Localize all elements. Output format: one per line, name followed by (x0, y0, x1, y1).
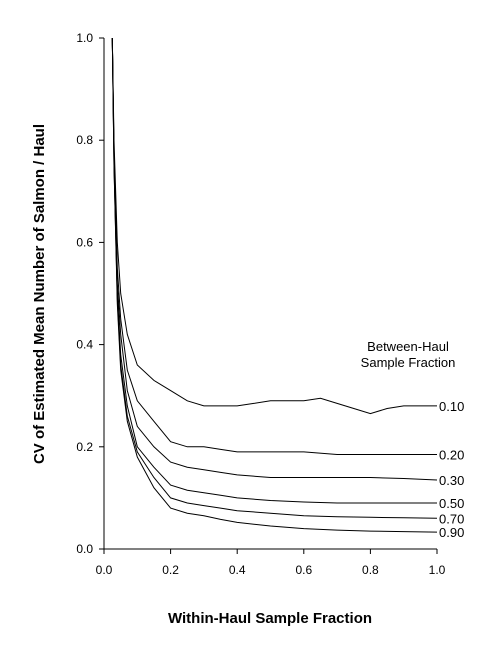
x-tick-label: 0.6 (295, 563, 312, 577)
series-label: 0.50 (439, 496, 464, 511)
series-label: 0.20 (439, 447, 464, 462)
series-lines (111, 37, 438, 533)
y-tick-label: 1.0 (76, 31, 93, 45)
y-tick-label: 0.4 (76, 338, 93, 352)
x-ticks: 0.0 0.2 0.4 0.6 0.8 1.0 (96, 549, 446, 577)
x-tick-label: 0.8 (362, 563, 379, 577)
y-ticks: 0.0 0.2 0.4 0.6 0.8 1.0 (76, 31, 104, 556)
series-line-0.70 (111, 37, 438, 519)
y-tick-label: 0.8 (76, 133, 93, 147)
y-tick-label: 0.6 (76, 235, 93, 249)
legend-title-line2: Sample Fraction (361, 355, 456, 370)
series-label: 0.90 (439, 525, 464, 540)
series-line-0.90 (111, 37, 438, 533)
series-line-0.10 (111, 37, 437, 415)
x-axis-title: Within-Haul Sample Fraction (168, 610, 372, 627)
series-labels: 0.10 0.20 0.30 0.500.700.90 (439, 399, 464, 540)
series-label: 0.10 (439, 399, 464, 414)
series-line-0.20 (111, 37, 437, 455)
legend-title-line1: Between-Haul (367, 339, 449, 354)
axes (103, 38, 437, 550)
series-line-0.50 (111, 37, 437, 504)
x-tick-label: 1.0 (429, 563, 446, 577)
series-label: 0.70 (439, 511, 464, 526)
x-tick-label: 0.4 (229, 563, 246, 577)
series-label: 0.30 (439, 473, 464, 488)
series-line-0.30 (111, 37, 438, 481)
y-tick-label: 0.0 (76, 542, 93, 556)
x-tick-label: 0.2 (162, 563, 179, 577)
y-tick-label: 0.2 (76, 440, 93, 454)
x-tick-label: 0.0 (96, 563, 113, 577)
y-axis-title: CV of Estimated Mean Number of Salmon / … (31, 124, 48, 464)
